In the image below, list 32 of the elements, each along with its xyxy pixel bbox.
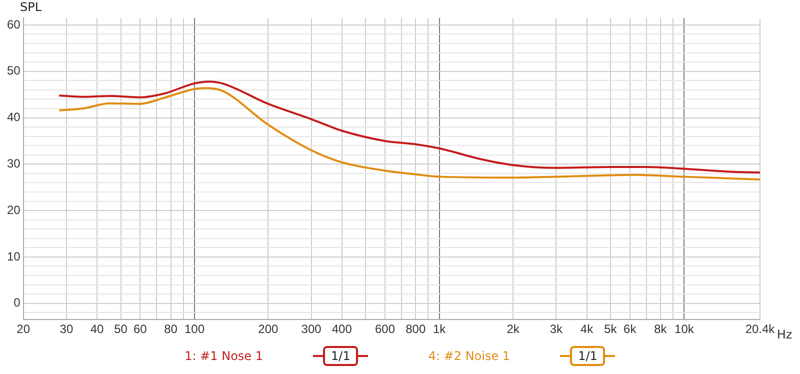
y-tick-label: 0	[14, 296, 21, 310]
y-tick-label: 20	[6, 202, 21, 217]
x-tick-label: 50	[114, 322, 128, 336]
y-axis-title: SPL	[20, 0, 42, 14]
x-tick-label: 600	[375, 322, 396, 336]
x-tick-label: 400	[332, 322, 352, 336]
x-tick-label: 3k	[550, 322, 564, 336]
x-tick-label: 10k	[674, 322, 695, 336]
x-tick-label: 200	[258, 322, 279, 336]
x-tick-label: 20.4k	[745, 322, 776, 336]
text: 1: #1 Nose 1	[184, 349, 264, 363]
x-tick-label: 8k	[654, 322, 668, 336]
x-tick-label: 20	[16, 322, 30, 336]
x-tick-label: 30	[60, 322, 74, 336]
x-tick-label: 100	[184, 322, 205, 336]
x-tick-label: 2k	[506, 322, 520, 336]
x-tick-label: 4k	[580, 322, 594, 336]
text: 4: #2 Noise 1	[428, 349, 510, 363]
y-tick-label: 40	[6, 110, 21, 124]
x-tick-label: 6k	[624, 322, 638, 336]
x-axis-title: Hz	[776, 328, 792, 342]
y-tick-label: 60	[6, 17, 21, 32]
x-tick-label: 800	[406, 322, 426, 336]
x-tick-label: 5k	[604, 322, 618, 336]
x-tick-label: 80	[164, 322, 178, 336]
y-tick-label: 10	[6, 249, 21, 264]
y-tick-label: 50	[6, 64, 21, 78]
y-tick-label: 30	[6, 156, 21, 170]
x-tick-label: 1k	[432, 322, 447, 336]
x-tick-label: 40	[90, 322, 104, 336]
x-tick-label: 300	[301, 322, 322, 336]
x-tick-label: 60	[133, 322, 148, 336]
